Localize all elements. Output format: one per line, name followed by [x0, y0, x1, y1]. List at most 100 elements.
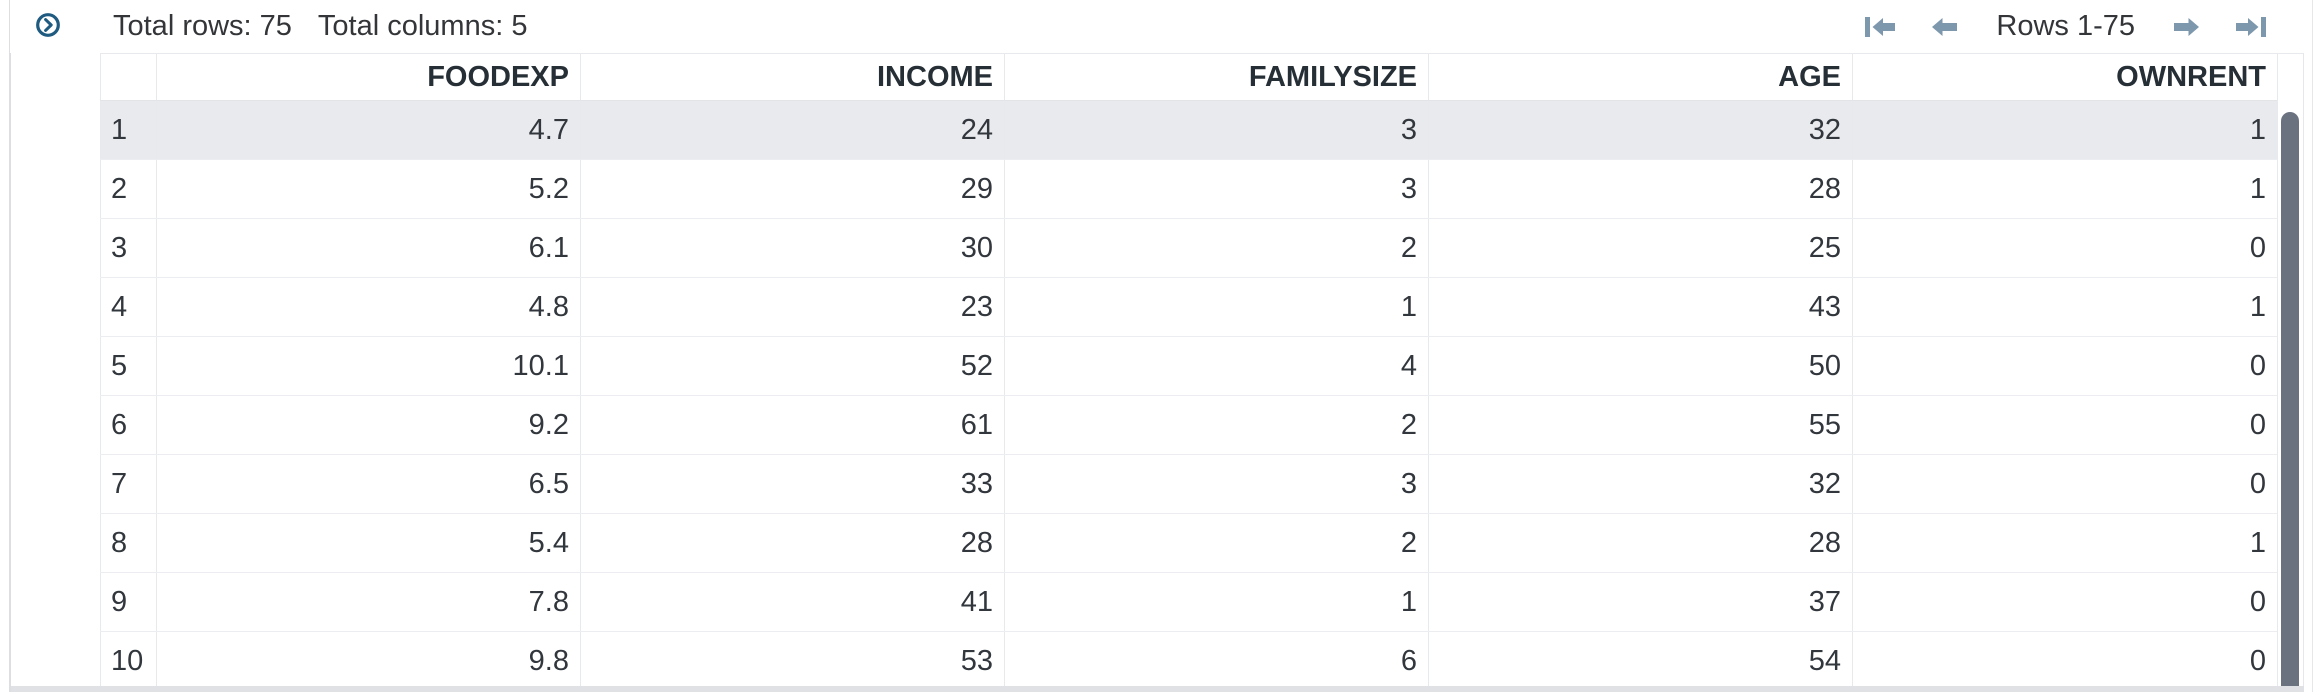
table-row[interactable]: 7 6.5 33 3 32 0 [100, 454, 2278, 514]
data-cell[interactable]: 9.8 [156, 631, 581, 691]
data-cell[interactable]: 0 [1852, 395, 2278, 455]
column-header-foodexp[interactable]: FOODEXP [156, 53, 581, 101]
data-cell[interactable]: 33 [580, 454, 1005, 514]
data-cell[interactable]: 32 [1428, 100, 1853, 160]
data-cell[interactable]: 5.2 [156, 159, 581, 219]
data-cell[interactable]: 9.2 [156, 395, 581, 455]
first-page-button[interactable] [1865, 16, 1896, 37]
last-page-button[interactable] [2236, 16, 2266, 37]
table-toolbar: Total rows: 75 Total columns: 5 Rows 1-7… [10, 0, 2310, 53]
table-row[interactable]: 2 5.2 29 3 28 1 [100, 159, 2278, 219]
data-cell[interactable]: 0 [1852, 218, 2278, 278]
row-number-cell[interactable]: 7 [100, 454, 157, 514]
column-header-income[interactable]: INCOME [580, 53, 1005, 101]
data-cell[interactable]: 1 [1004, 277, 1429, 337]
column-header-familysize[interactable]: FAMILYSIZE [1004, 53, 1429, 101]
data-cell[interactable]: 0 [1852, 631, 2278, 691]
data-cell[interactable]: 28 [1428, 159, 1853, 219]
data-cell[interactable]: 41 [580, 572, 1005, 632]
total-columns-label: Total columns: 5 [317, 10, 528, 42]
horizontal-scrollbar[interactable] [11, 686, 2304, 692]
data-cell[interactable]: 1 [1004, 572, 1429, 632]
table-summary: Total rows: 75 Total columns: 5 [113, 0, 527, 53]
data-cell[interactable]: 28 [1428, 513, 1853, 573]
data-cell[interactable]: 3 [1004, 159, 1429, 219]
row-number-cell[interactable]: 9 [100, 572, 157, 632]
table-row[interactable]: 6 9.2 61 2 55 0 [100, 395, 2278, 455]
data-cell[interactable]: 23 [580, 277, 1005, 337]
data-cell[interactable]: 0 [1852, 454, 2278, 514]
data-cell[interactable]: 1 [1852, 159, 2278, 219]
column-header-age[interactable]: AGE [1428, 53, 1853, 101]
vertical-scrollbar[interactable] [2277, 53, 2304, 692]
arrow-right-icon [2174, 17, 2199, 36]
table-row[interactable]: 10 9.8 53 6 54 0 [100, 631, 2278, 691]
data-cell[interactable]: 10.1 [156, 336, 581, 396]
vertical-scrollbar-thumb[interactable] [2281, 112, 2299, 692]
data-cell[interactable]: 3 [1004, 454, 1429, 514]
data-cell[interactable]: 2 [1004, 513, 1429, 573]
data-cell[interactable]: 6.5 [156, 454, 581, 514]
data-cell[interactable]: 50 [1428, 336, 1853, 396]
corner-cell [100, 53, 157, 101]
expand-panel-button[interactable] [36, 13, 60, 37]
panel-right-border [2312, 0, 2313, 692]
row-number-cell[interactable]: 1 [100, 100, 157, 160]
table-row[interactable]: 9 7.8 41 1 37 0 [100, 572, 2278, 632]
data-cell[interactable]: 37 [1428, 572, 1853, 632]
data-cell[interactable]: 1 [1852, 100, 2278, 160]
data-cell[interactable]: 53 [580, 631, 1005, 691]
previous-page-button[interactable] [1932, 17, 1958, 37]
data-cell[interactable]: 4.7 [156, 100, 581, 160]
row-number-cell[interactable]: 2 [100, 159, 157, 219]
row-number-cell[interactable]: 3 [100, 218, 157, 278]
data-cell[interactable]: 0 [1852, 336, 2278, 396]
next-page-button[interactable] [2174, 17, 2199, 37]
data-cell[interactable]: 6.1 [156, 218, 581, 278]
row-number-cell[interactable]: 6 [100, 395, 157, 455]
data-cell[interactable]: 3 [1004, 100, 1429, 160]
data-cell[interactable]: 4.8 [156, 277, 581, 337]
total-rows-label: Total rows: 75 [113, 10, 292, 42]
data-cell[interactable]: 7.8 [156, 572, 581, 632]
data-cell[interactable]: 0 [1852, 572, 2278, 632]
data-cell[interactable]: 54 [1428, 631, 1853, 691]
data-cell[interactable]: 25 [1428, 218, 1853, 278]
data-cell[interactable]: 30 [580, 218, 1005, 278]
data-cell[interactable]: 2 [1004, 218, 1429, 278]
row-number-cell[interactable]: 10 [100, 631, 157, 691]
rows-range-label: Rows 1-75 [1996, 10, 2135, 42]
chevron-right-circle-icon [36, 13, 60, 37]
data-cell[interactable]: 24 [580, 100, 1005, 160]
table-body: 1 4.7 24 3 32 1 2 5.2 29 3 28 1 3 6.1 30 2 25 0 4 4.8 23 1 43 1… [100, 100, 2278, 691]
row-number-cell[interactable]: 4 [100, 277, 157, 337]
panel-left-border [9, 0, 11, 692]
row-number-cell[interactable]: 5 [100, 336, 157, 396]
go-last-icon [2236, 16, 2266, 37]
data-cell[interactable]: 52 [580, 336, 1005, 396]
data-cell[interactable]: 1 [1852, 513, 2278, 573]
data-cell[interactable]: 4 [1004, 336, 1429, 396]
table-row[interactable]: 1 4.7 24 3 32 1 [100, 100, 2278, 160]
data-cell[interactable]: 28 [580, 513, 1005, 573]
data-cell[interactable]: 5.4 [156, 513, 581, 573]
data-cell[interactable]: 1 [1852, 277, 2278, 337]
data-cell[interactable]: 2 [1004, 395, 1429, 455]
arrow-left-icon [1932, 17, 1958, 36]
data-cell[interactable]: 29 [580, 159, 1005, 219]
table-row[interactable]: 3 6.1 30 2 25 0 [100, 218, 2278, 278]
data-cell[interactable]: 32 [1428, 454, 1853, 514]
data-cell[interactable]: 6 [1004, 631, 1429, 691]
data-cell[interactable]: 43 [1428, 277, 1853, 337]
data-cell[interactable]: 55 [1428, 395, 1853, 455]
column-header-ownrent[interactable]: OWNRENT [1852, 53, 2278, 101]
table-row[interactable]: 5 10.1 52 4 50 0 [100, 336, 2278, 396]
data-cell[interactable]: 61 [580, 395, 1005, 455]
go-first-icon [1865, 16, 1896, 37]
header-row: FOODEXP INCOME FAMILYSIZE AGE OWNRENT [100, 53, 2278, 101]
row-number-cell[interactable]: 8 [100, 513, 157, 573]
table-row[interactable]: 4 4.8 23 1 43 1 [100, 277, 2278, 337]
table-row[interactable]: 8 5.4 28 2 28 1 [100, 513, 2278, 573]
